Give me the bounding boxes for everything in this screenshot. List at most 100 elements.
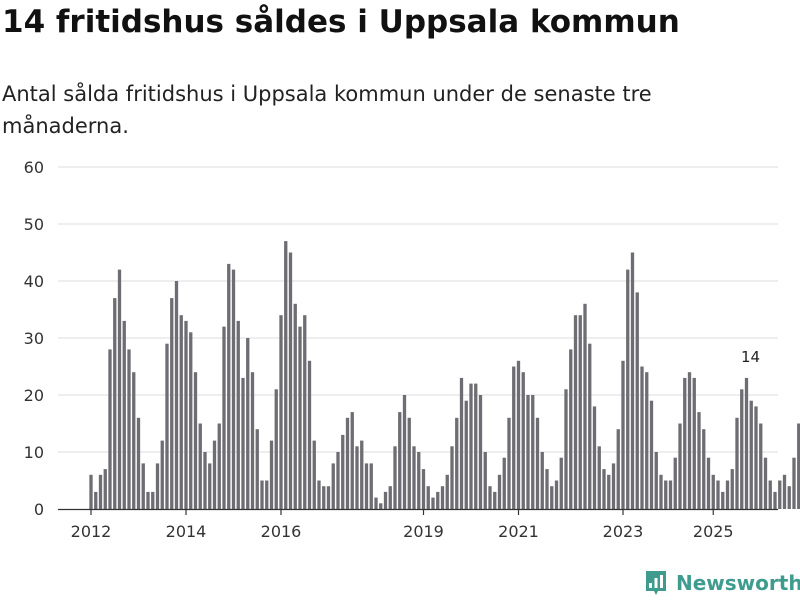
bar — [725, 480, 730, 509]
x-tick-label: 2014 — [166, 522, 207, 541]
bar — [193, 372, 198, 509]
bar — [749, 400, 753, 509]
bar — [127, 349, 131, 509]
y-axis-ticks: 0 10 20 30 40 50 60 — [24, 158, 44, 519]
bar — [398, 412, 402, 509]
value-label: 14 — [741, 348, 760, 366]
bar — [255, 429, 259, 509]
bar — [179, 315, 183, 509]
bar — [721, 491, 725, 509]
x-axis-ticks: 2012 2014 2016 2019 2021 2023 2025 — [71, 509, 734, 541]
bar — [469, 383, 473, 509]
bar — [141, 463, 145, 509]
bar — [450, 446, 454, 509]
bar — [554, 480, 559, 509]
bar — [797, 423, 800, 509]
bar — [602, 469, 606, 509]
x-tick-label: 2021 — [498, 522, 539, 541]
bar — [730, 469, 734, 509]
bar — [687, 372, 692, 509]
bar — [497, 474, 502, 509]
x-tick-label: 2019 — [403, 522, 444, 541]
bar — [635, 292, 639, 509]
bar — [573, 315, 578, 509]
bar — [626, 269, 630, 509]
x-tick-label: 2012 — [71, 522, 112, 541]
bar — [369, 463, 373, 509]
y-tick-label: 20 — [24, 386, 44, 405]
bar — [782, 474, 787, 509]
bar — [740, 389, 744, 509]
bar — [94, 491, 98, 509]
bar — [592, 406, 597, 509]
bar — [274, 389, 278, 509]
chart-title: 14 fritidshus såldes i Uppsala kommun — [2, 4, 680, 40]
bar — [659, 474, 663, 509]
bar — [412, 446, 416, 509]
bar — [564, 389, 568, 509]
x-tick-label: 2025 — [693, 522, 734, 541]
bar — [117, 269, 122, 509]
bar — [317, 480, 321, 509]
bar — [160, 440, 164, 509]
bar — [241, 377, 245, 509]
bar — [502, 457, 506, 509]
bar — [331, 463, 335, 509]
bar — [583, 303, 587, 509]
bar — [763, 457, 768, 509]
bar — [483, 452, 487, 509]
chart-subtitle: Antal sålda fritidshus i Uppsala kommun … — [2, 82, 652, 138]
bar — [108, 349, 112, 509]
y-tick-label: 30 — [24, 329, 44, 348]
bar — [132, 372, 136, 509]
y-tick-label: 0 — [34, 500, 44, 519]
bar — [706, 457, 711, 509]
bar — [222, 326, 226, 509]
bar — [189, 332, 193, 509]
bar — [269, 440, 274, 509]
bar — [516, 360, 521, 509]
bar — [464, 400, 468, 509]
bar — [759, 423, 763, 509]
bar — [569, 349, 573, 509]
bar — [478, 395, 483, 509]
bar — [455, 417, 459, 509]
bar — [640, 366, 644, 509]
bar — [668, 480, 673, 509]
bar — [231, 269, 236, 509]
bar — [436, 491, 440, 509]
bar — [588, 343, 592, 509]
y-tick-label: 50 — [24, 215, 44, 234]
bar — [521, 372, 525, 509]
bar — [151, 491, 155, 509]
bar — [673, 457, 677, 509]
bar — [307, 360, 312, 509]
bar — [711, 474, 715, 509]
bar — [421, 469, 426, 509]
bar — [155, 463, 160, 509]
brand-logo: Newsworthy — [644, 569, 800, 597]
bar — [678, 423, 682, 509]
bar — [227, 263, 231, 509]
bar — [265, 480, 269, 509]
bar — [345, 417, 350, 509]
bar — [236, 320, 240, 509]
bar — [607, 474, 611, 509]
bar — [597, 446, 601, 509]
x-tick-label: 2016 — [261, 522, 302, 541]
brand-name: Newsworthy — [676, 571, 800, 595]
bar — [512, 366, 516, 509]
bar — [407, 417, 411, 509]
bar — [336, 452, 340, 509]
bar — [184, 320, 188, 509]
bar — [374, 497, 378, 509]
bar — [146, 491, 150, 509]
bar — [350, 412, 354, 509]
bar — [393, 446, 397, 509]
bar — [165, 343, 169, 509]
bar — [540, 452, 544, 509]
bar — [98, 474, 103, 509]
bar — [198, 423, 202, 509]
bar — [203, 452, 207, 509]
